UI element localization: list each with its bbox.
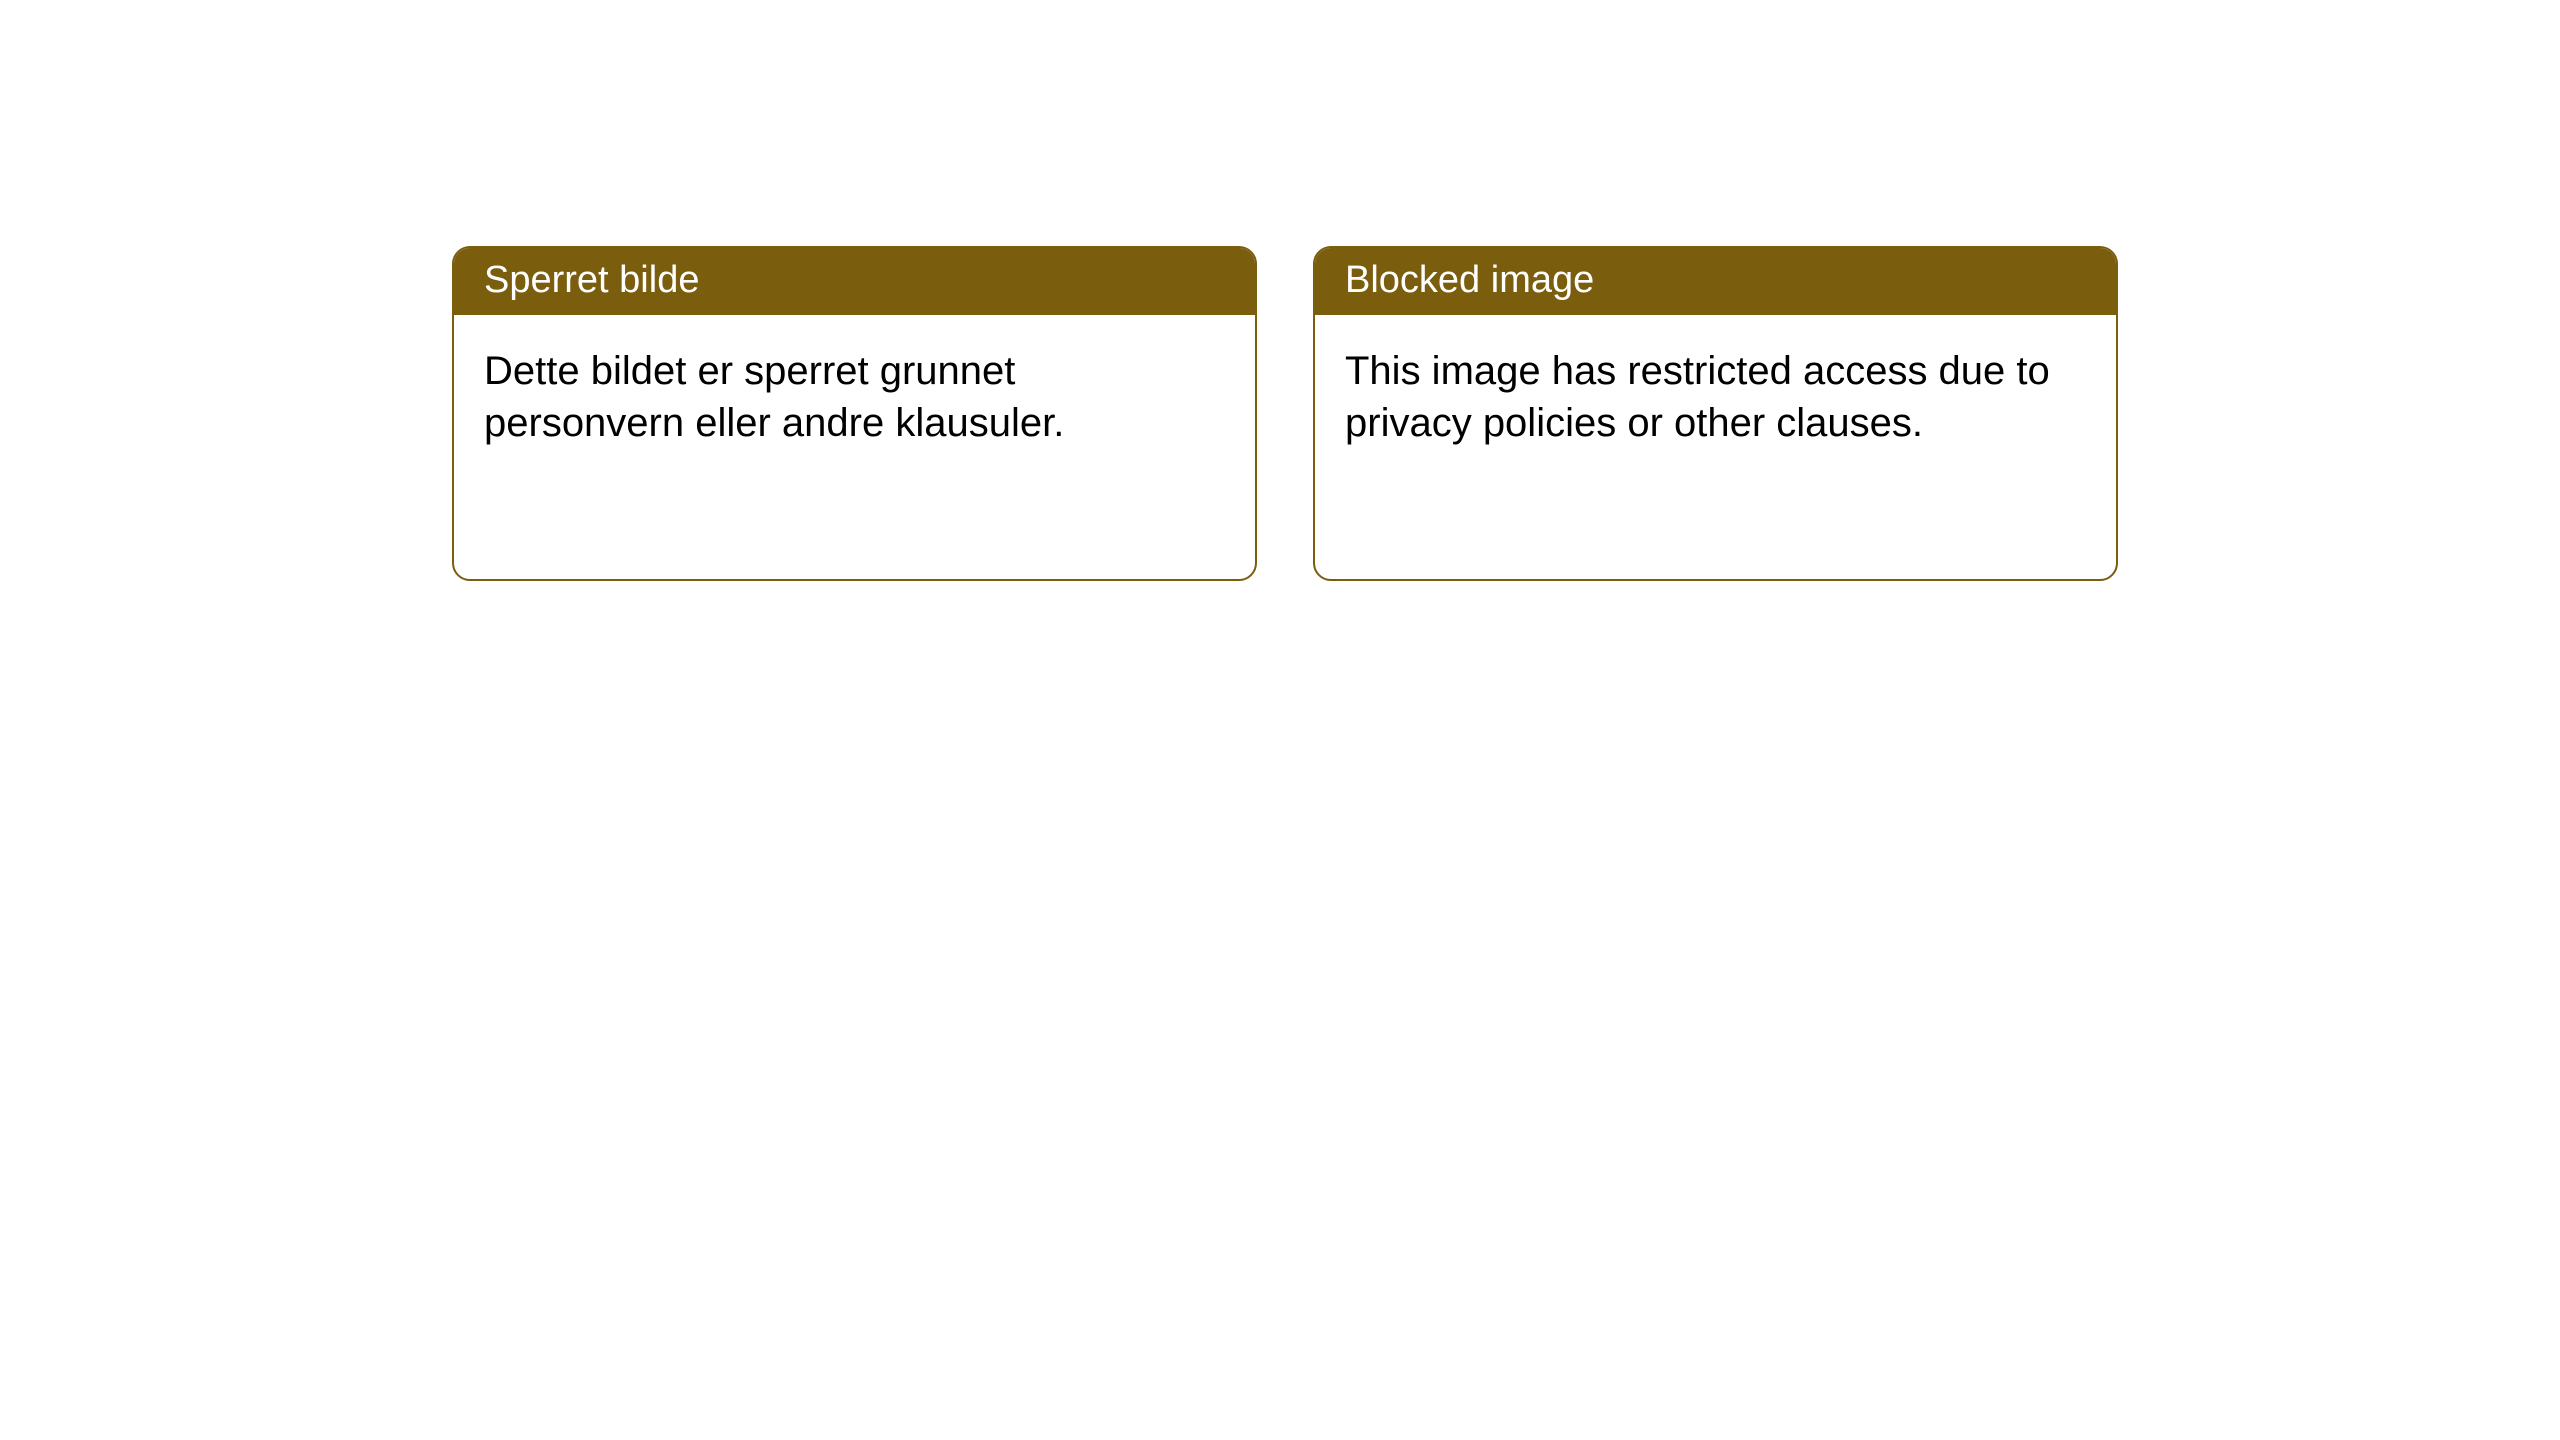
notice-card-norwegian: Sperret bilde Dette bildet er sperret gr…	[452, 246, 1257, 581]
notice-header: Sperret bilde	[454, 248, 1255, 315]
notice-container: Sperret bilde Dette bildet er sperret gr…	[0, 0, 2560, 581]
notice-body: This image has restricted access due to …	[1315, 315, 2116, 479]
notice-header: Blocked image	[1315, 248, 2116, 315]
notice-body: Dette bildet er sperret grunnet personve…	[454, 315, 1255, 479]
notice-card-english: Blocked image This image has restricted …	[1313, 246, 2118, 581]
